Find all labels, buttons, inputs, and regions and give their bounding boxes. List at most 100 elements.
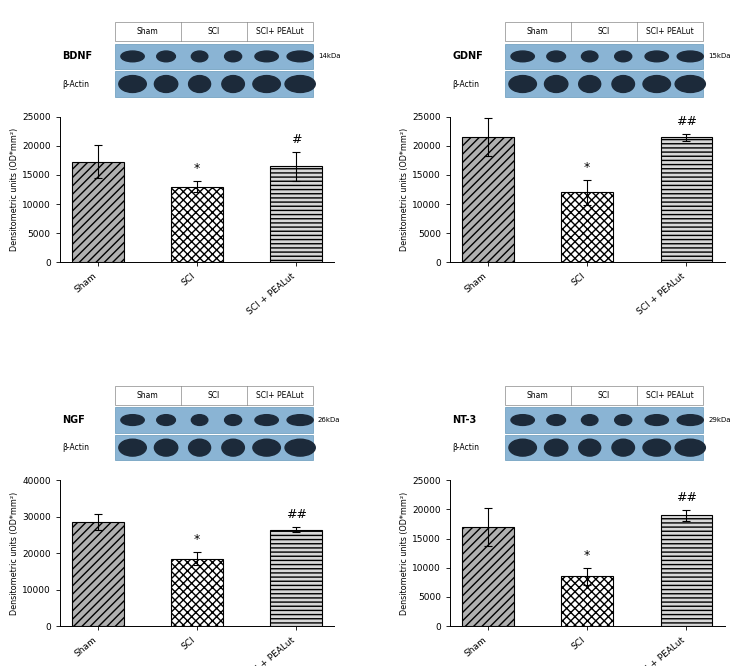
Bar [115,408,312,433]
Ellipse shape [191,51,208,62]
Ellipse shape [579,439,601,456]
Ellipse shape [643,439,671,456]
Text: *: * [194,533,200,546]
Ellipse shape [509,75,536,93]
Ellipse shape [545,75,568,93]
Ellipse shape [511,415,534,426]
Bar [505,435,703,460]
Ellipse shape [255,415,279,426]
Ellipse shape [188,439,211,456]
Text: Sham: Sham [137,391,158,400]
Text: Sham: Sham [137,27,158,37]
Ellipse shape [287,51,313,62]
Ellipse shape [253,439,280,456]
Y-axis label: Densitometric units (OD*mm²): Densitometric units (OD*mm²) [10,128,19,251]
Text: Sham: Sham [527,27,548,37]
Bar [660,137,712,262]
Ellipse shape [188,75,211,93]
Bar [171,186,223,262]
Text: β-Actin: β-Actin [453,443,480,452]
Ellipse shape [678,415,703,426]
Bar [171,559,223,626]
Ellipse shape [581,51,598,62]
Bar [270,529,322,626]
Y-axis label: Densitometric units (OD*mm²): Densitometric units (OD*mm²) [10,492,19,615]
Ellipse shape [612,439,634,456]
Ellipse shape [675,75,705,93]
Text: 26kDa: 26kDa [318,417,341,423]
Text: NGF: NGF [63,415,85,425]
Text: NT-3: NT-3 [453,415,477,425]
Ellipse shape [225,51,241,62]
Y-axis label: Densitometric units (OD*mm²): Densitometric units (OD*mm²) [400,492,409,615]
Ellipse shape [222,75,244,93]
Bar [462,527,514,626]
Ellipse shape [155,439,178,456]
Ellipse shape [581,415,598,426]
Text: *: * [194,162,200,175]
Ellipse shape [547,415,565,426]
Bar [72,522,124,626]
Ellipse shape [191,415,208,426]
Bar [505,44,703,69]
Text: SCI+ PEALut: SCI+ PEALut [255,27,303,37]
Ellipse shape [285,75,315,93]
Bar [505,408,703,433]
Bar [115,71,312,97]
Bar [505,22,703,41]
Y-axis label: Densitometric units (OD*mm²): Densitometric units (OD*mm²) [400,128,409,251]
Bar [562,192,613,262]
Ellipse shape [545,439,568,456]
Text: BDNF: BDNF [63,51,93,61]
Ellipse shape [675,439,705,456]
Text: *: * [584,161,590,174]
Ellipse shape [615,51,632,62]
Text: 29kDa: 29kDa [708,417,731,423]
Bar [115,386,312,405]
Bar [115,44,312,69]
Ellipse shape [645,415,669,426]
Text: 14kDa: 14kDa [318,53,341,59]
Text: ##: ## [676,492,697,504]
Text: SCI+ PEALut: SCI+ PEALut [645,391,693,400]
Ellipse shape [579,75,601,93]
Ellipse shape [645,51,669,62]
Bar [462,137,514,262]
Bar [72,162,124,262]
Ellipse shape [155,75,178,93]
Ellipse shape [222,439,244,456]
Ellipse shape [121,51,144,62]
Ellipse shape [253,75,280,93]
Ellipse shape [119,75,146,93]
Bar [660,515,712,626]
Text: *: * [584,549,590,562]
Text: ##: ## [286,508,307,521]
Ellipse shape [643,75,671,93]
Ellipse shape [157,415,176,426]
Ellipse shape [511,51,534,62]
Text: Sham: Sham [527,391,548,400]
Ellipse shape [615,415,632,426]
Bar [115,22,312,41]
Ellipse shape [119,439,146,456]
Ellipse shape [509,439,536,456]
Ellipse shape [255,51,279,62]
Ellipse shape [121,415,144,426]
Text: SCI+ PEALut: SCI+ PEALut [645,27,693,37]
Text: β-Actin: β-Actin [63,79,90,89]
Text: ##: ## [676,115,697,128]
Text: #: # [291,133,302,146]
Ellipse shape [612,75,634,93]
Ellipse shape [157,51,176,62]
Text: GDNF: GDNF [453,51,483,61]
Text: β-Actin: β-Actin [63,443,90,452]
Text: SCI: SCI [598,27,610,37]
Text: SCI: SCI [208,27,220,37]
Bar [562,577,613,626]
Ellipse shape [678,51,703,62]
Text: SCI+ PEALut: SCI+ PEALut [255,391,303,400]
Ellipse shape [225,415,241,426]
Ellipse shape [285,439,315,456]
Bar [505,71,703,97]
Text: SCI: SCI [208,391,220,400]
